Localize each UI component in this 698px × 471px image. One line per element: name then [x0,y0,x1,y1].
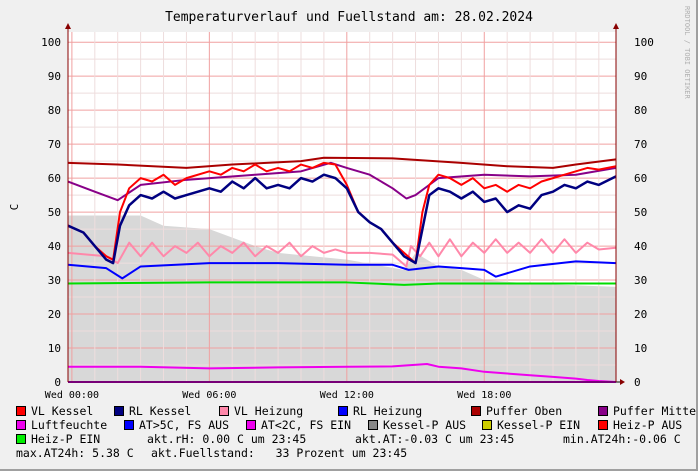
legend-item: VL Kessel [16,404,114,418]
legend-max-at: max.AT24h: 5.38 C [16,446,134,460]
y-tick-label-right: 10 [634,342,647,355]
y-axis-arrow-right [613,23,619,29]
y-tick-label-right: 30 [634,274,647,287]
y-tick-label-right: 0 [634,376,641,389]
y-tick-label-left: 100 [41,36,61,49]
fuellstand-area [68,215,616,382]
legend-item: AT>5C, FS AUS [124,418,246,432]
y-tick-label-right: 70 [634,138,647,151]
y-tick-label-right: 20 [634,308,647,321]
legend-swatch [482,420,492,430]
legend-swatch [598,406,608,416]
legend-label: AT>5C, FS AUS [139,418,230,432]
x-tick-label: Wed 18:00 [457,390,511,401]
y-tick-label-left: 60 [48,172,61,185]
y-axis-arrow-left [65,23,71,29]
y-tick-label-left: 0 [54,376,61,389]
plot-area: 0 0 10 10 20 20 30 30 40 40 50 50 60 60 70 70 80 80 90 90 10… [41,23,654,401]
legend-item: AT<2C, FS EIN [246,418,368,432]
legend-swatch [471,406,481,416]
legend-label: AT<2C, FS EIN [261,418,352,432]
y-tick-label-left: 80 [48,104,61,117]
y-axis-label: C [8,204,21,211]
y-tick-label-right: 50 [634,206,647,219]
series-luftfeuchte [68,362,617,383]
series-puffer-oben [67,156,617,169]
legend: VL Kessel RL Kessel VL Heizung RL Heizung Pu… [16,404,696,460]
y-tick-label-left: 30 [48,274,61,287]
legend-label: RL Kessel [129,404,192,418]
legend-label: Heiz-P EIN [31,432,101,446]
legend-swatch [16,420,26,430]
y-tick-label-left: 20 [48,308,61,321]
legend-label: RL Heizung [353,404,423,418]
legend-akt-fuell: akt.Fuellstand: 33 Prozent um 23:45 [151,446,408,460]
series-vl-kessel [67,161,617,265]
x-axis-arrow [620,379,625,385]
legend-swatch [16,434,26,444]
y-tick-label-left: 10 [48,342,61,355]
series-rl-kessel [67,173,617,265]
y-tick-label-right: 40 [634,240,647,253]
legend-label: Puffer Mitte [613,404,697,418]
y-tick-label-left: 40 [48,240,61,253]
legend-swatch [246,420,256,430]
legend-label: Kessel-P AUS [383,418,467,432]
chart-title: Temperaturverlauf und Fuellstand am: 28.… [165,10,533,25]
legend-item: VL Heizung [219,404,338,418]
legend-item: Luftfeuchte [16,418,124,432]
legend-item: Puffer Oben [471,404,598,418]
y-tick-label-left: 90 [48,70,61,83]
legend-label: Luftfeuchte [31,418,108,432]
legend-swatch [338,406,348,416]
legend-swatch [598,420,608,430]
x-tick-label: Wed 06:00 [182,390,236,401]
legend-akt-rh: akt.rH: 0.00 C um 23:45 [147,432,307,446]
series-vl-heizung [67,238,617,268]
legend-swatch [368,420,378,430]
legend-label: VL Kessel [31,404,94,418]
legend-label: Puffer Oben [486,404,563,418]
legend-row: max.AT24h: 5.38 C akt.Fuellstand: 33 Proz… [16,446,688,460]
y-tick-label-right: 100 [634,36,654,49]
legend-item: RL Heizung [338,404,471,418]
x-tick-label: Wed 12:00 [320,390,374,401]
legend-item: Puffer Mitte [598,404,696,418]
legend-row: VL Kessel RL Kessel VL Heizung RL Heizung Pu… [16,404,696,418]
legend-label: Kessel-P EIN [497,418,581,432]
series-rl-heizung [67,260,617,280]
y-tick-label-right: 60 [634,172,647,185]
legend-label: VL Heizung [234,404,304,418]
legend-item: RL Kessel [114,404,219,418]
y-tick-label-left: 50 [48,206,61,219]
legend-label: Heiz-P AUS [613,418,683,432]
legend-swatch [219,406,229,416]
series-puffer-mitte [67,161,617,202]
legend-swatch [114,406,124,416]
watermark: RRDTOOL / TOBI OETIKER [683,6,691,100]
x-tick-label: Wed 00:00 [45,390,99,401]
legend-row: Luftfeuchte AT>5C, FS AUS AT<2C, FS EIN Kes… [16,418,688,432]
legend-swatch [124,420,134,430]
legend-min-at: min.AT24h:-0.06 C [563,432,681,446]
legend-swatch [16,406,26,416]
legend-item: Kessel-P EIN [482,418,598,432]
legend-item: Heiz-P AUS [598,418,688,432]
y-tick-label-left: 70 [48,138,61,151]
series-heiz-p-ein [67,281,616,286]
y-tick-label-right: 80 [634,104,647,117]
legend-item: Kessel-P AUS [368,418,482,432]
legend-akt-at: akt.AT:-0.03 C um 23:45 [355,432,515,446]
legend-item: Heiz-P EIN [16,432,147,446]
legend-row: Heiz-P EIN akt.rH: 0.00 C um 23:45 akt.AT:… [16,432,688,446]
y-tick-label-right: 90 [634,70,647,83]
